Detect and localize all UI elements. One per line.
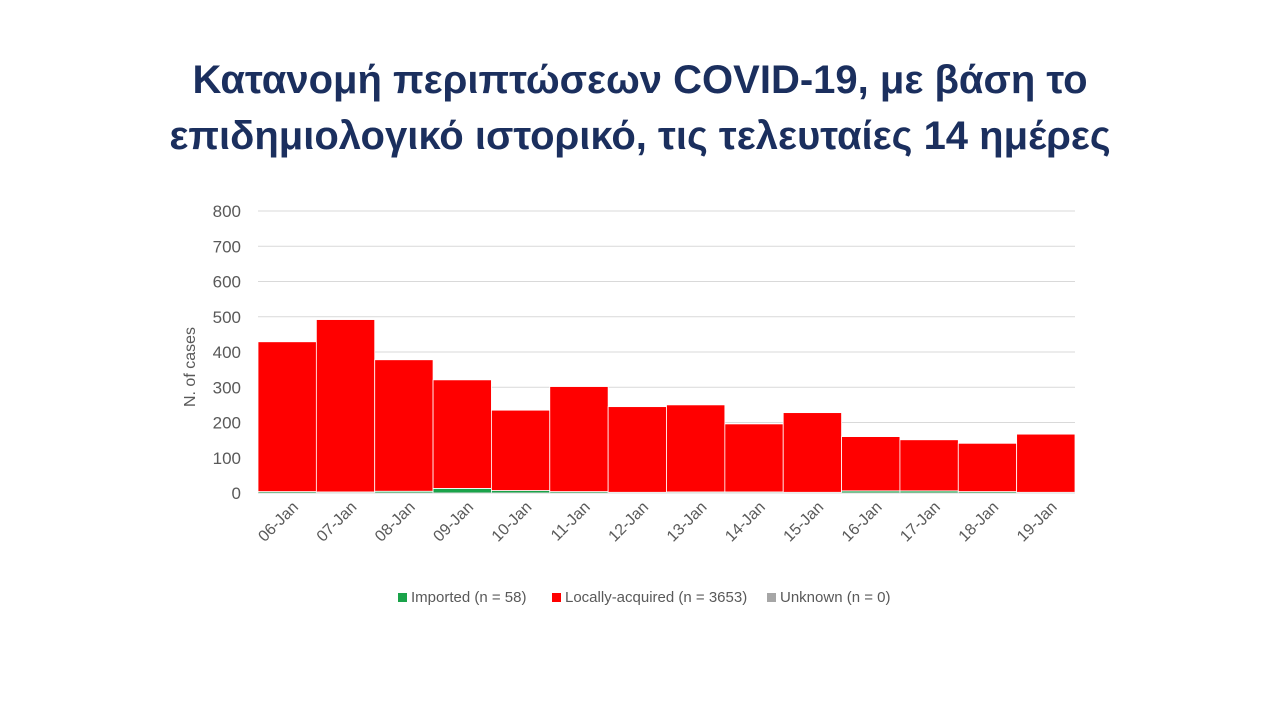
bar-locally-acquired xyxy=(374,359,434,492)
bar-locally-acquired xyxy=(666,404,726,493)
bar-locally-acquired xyxy=(899,439,959,492)
y-tick-label: 300 xyxy=(213,378,241,397)
bar-locally-acquired xyxy=(1016,433,1076,493)
x-tick-label: 08-Jan xyxy=(372,499,419,546)
bar-imported xyxy=(432,488,492,494)
x-tick-label: 11-Jan xyxy=(548,499,594,545)
bar-locally-acquired xyxy=(549,386,609,492)
legend-label: Imported (n = 58) xyxy=(411,589,526,606)
gridlines xyxy=(258,210,1075,459)
legend-swatch xyxy=(398,593,407,602)
x-tick-label: 16-Jan xyxy=(839,499,886,546)
y-tick-label: 100 xyxy=(213,449,241,468)
bar-locally-acquired xyxy=(724,423,784,493)
y-tick-label: 500 xyxy=(213,308,241,327)
y-tick-label: 800 xyxy=(213,202,241,221)
x-tick-label: 12-Jan xyxy=(606,499,653,546)
bar-locally-acquired xyxy=(315,319,376,493)
x-tick-label: 09-Jan xyxy=(430,499,477,546)
slide-title-line-2: επιδημιολογικό ιστορικό, τις τελευταίες … xyxy=(169,114,1111,158)
bar-locally-acquired xyxy=(432,379,492,489)
y-tick-label: 600 xyxy=(213,273,241,292)
x-tick-label: 18-Jan xyxy=(956,499,1003,546)
x-tick-label: 10-Jan xyxy=(489,499,536,546)
bar-locally-acquired xyxy=(782,412,842,493)
x-tick-label: 15-Jan xyxy=(781,499,828,546)
x-tick-label: 17-Jan xyxy=(897,499,944,546)
bar-locally-acquired xyxy=(257,341,317,492)
y-axis-label: N. of cases xyxy=(182,327,199,407)
y-tick-label: 400 xyxy=(213,343,241,362)
x-tick-label: 06-Jan xyxy=(255,499,302,546)
legend-swatch xyxy=(767,593,776,602)
y-tick-labels: 0 100 200 300 400 500 600 700 800 xyxy=(213,202,241,503)
y-tick-label: 200 xyxy=(213,414,241,433)
legend-label: Unknown (n = 0) xyxy=(780,589,890,606)
legend-label: Locally-acquired (n = 3653) xyxy=(565,589,747,606)
y-tick-label: 0 xyxy=(232,484,241,503)
bar-locally-acquired xyxy=(607,406,667,493)
y-tick-label: 700 xyxy=(213,237,241,256)
x-tick-label: 07-Jan xyxy=(314,499,361,546)
x-tick-label: 13-Jan xyxy=(664,499,711,546)
x-tick-label: 14-Jan xyxy=(722,499,769,546)
bar-locally-acquired xyxy=(957,442,1018,492)
slide-title-line-1: Κατανομή περιπτώσεων COVID-19, με βάση τ… xyxy=(192,58,1088,102)
bar-locally-acquired xyxy=(841,436,901,492)
x-tick-labels: 06-Jan 07-Jan 08-Jan 09-Jan 10-Jan 11-Jan 12-J… xyxy=(255,499,1060,546)
bar-locally-acquired xyxy=(491,409,551,491)
x-tick-label: 19-Jan xyxy=(1014,499,1061,546)
legend-swatch xyxy=(552,593,561,602)
bars xyxy=(257,319,1076,494)
legend: Imported (n = 58) Locally-acquired (n = 3… xyxy=(398,589,890,606)
